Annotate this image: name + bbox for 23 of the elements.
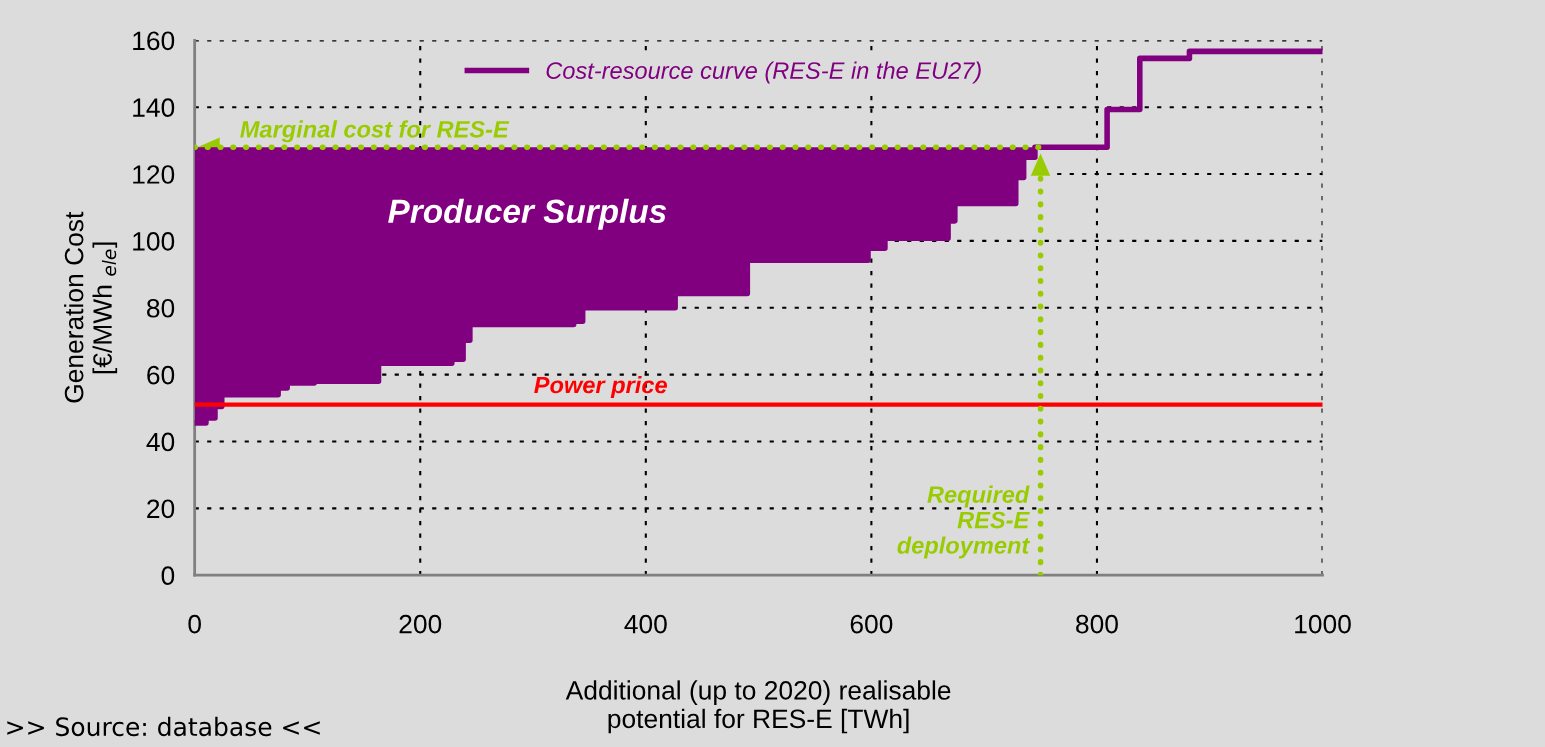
y-tick-label: 40 (146, 432, 175, 452)
y-tick-label: 140 (133, 98, 175, 118)
y-tick-label: 20 (147, 499, 175, 519)
y-tick-label: 60 (147, 365, 175, 385)
y-axis-title: Generation Cost [€/MWh $_{ele}$] (64, 211, 118, 403)
ref-line-label: Power price (534, 376, 667, 399)
y-tick-label: 80 (147, 298, 175, 318)
text: >> Source: database << (7, 716, 320, 737)
x-axis-title: Additional (up to 2020) realisable potential for RES-E [TWh] (565, 680, 951, 734)
x-tick-label: 600 (850, 614, 893, 634)
legend-label: Cost-resource curve (RES-E in the EU27) (546, 61, 981, 84)
y-tick-label: 100 (133, 232, 175, 251)
y-tick-label: 120 (133, 165, 175, 184)
ref-line-label: Marginal cost for RES-E (240, 120, 510, 143)
x-tick-label: 1000 (1295, 614, 1351, 634)
y-tick-label: 160 (133, 31, 175, 51)
x-tick-label: 200 (399, 614, 442, 634)
annotation: Producer Surplus (388, 198, 667, 230)
x-tick-label: 400 (624, 614, 667, 634)
x-tick-label: 0 (188, 614, 201, 634)
y-tick-label: 0 (161, 566, 175, 586)
x-tick-label: 800 (1076, 614, 1118, 634)
ref-line-label: Required RES-E deployment (897, 485, 1031, 559)
